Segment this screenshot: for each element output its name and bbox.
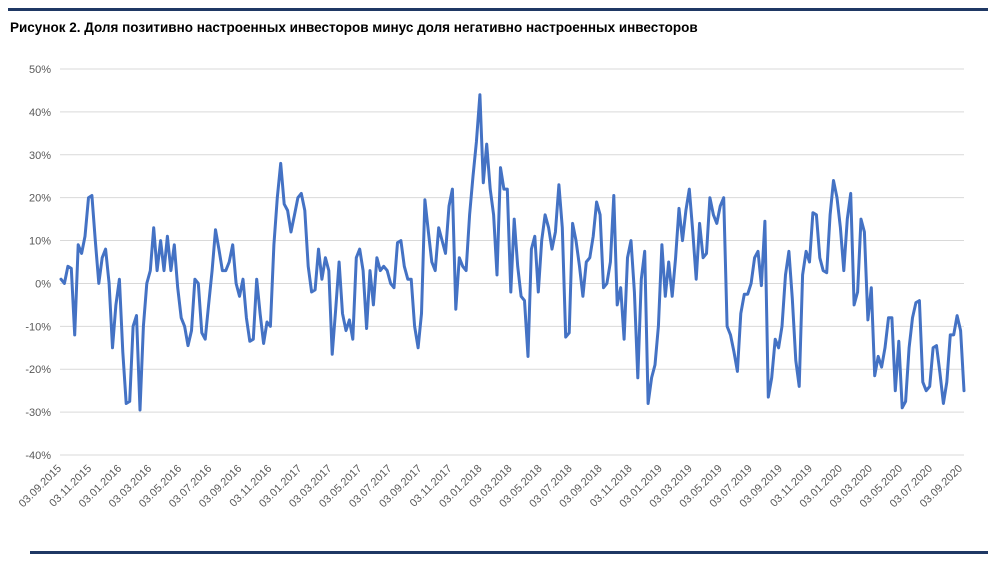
gridlines	[60, 68, 964, 456]
top-rule	[8, 8, 988, 11]
y-tick-label: -30%	[25, 407, 51, 419]
y-tick-label: 40%	[29, 107, 51, 119]
series-layer	[59, 93, 966, 412]
y-tick-label: -10%	[25, 321, 51, 333]
y-tick-label: -40%	[25, 450, 51, 462]
figure-title: Рисунок 2. Доля позитивно настроенных ин…	[10, 20, 698, 35]
y-tick-label: -20%	[25, 364, 51, 376]
series-line	[59, 93, 966, 412]
bottom-rule	[30, 551, 988, 554]
y-axis-ticks: 50% 40% 30% 20% 10% 0% -10% -20% -30% -40%	[25, 64, 51, 462]
x-axis-ticks: 03.09.201503.11.201503.01.201603.03.2016…	[17, 463, 965, 510]
y-tick-label: 10%	[29, 236, 51, 248]
y-tick-label: 50%	[29, 64, 51, 76]
y-tick-label: 30%	[29, 150, 51, 162]
y-tick-label: 20%	[29, 193, 51, 205]
y-tick-label: 0%	[35, 278, 51, 290]
